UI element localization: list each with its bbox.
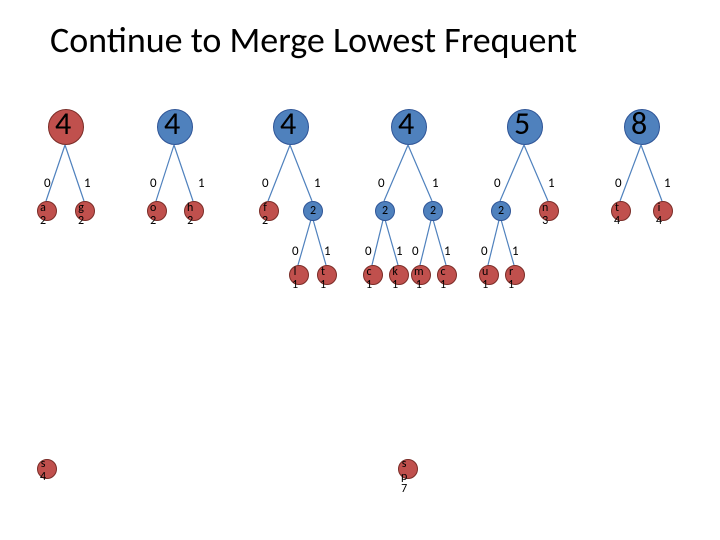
tree-node: 2 bbox=[375, 201, 395, 221]
leaf-label: m 1 bbox=[414, 266, 424, 291]
tree-root-label: 4 bbox=[164, 104, 180, 143]
tree-node: 2 bbox=[423, 201, 443, 221]
edge-label: 0 bbox=[150, 176, 157, 191]
edge-label: 1 bbox=[314, 176, 321, 191]
leaf-label: n 3 bbox=[542, 202, 548, 227]
tree-node: 2 bbox=[303, 201, 323, 221]
edge-layer bbox=[0, 0, 720, 540]
edge-label: 1 bbox=[548, 176, 555, 191]
edge-label: 0 bbox=[615, 176, 622, 191]
leaf-label: s p 7 bbox=[401, 458, 407, 496]
tree-node: 2 bbox=[491, 201, 511, 221]
leaf-label: o 2 bbox=[150, 202, 156, 227]
edge-label: 1 bbox=[444, 244, 451, 259]
leaf-label: l 1 bbox=[292, 266, 298, 291]
edge-label: 0 bbox=[378, 176, 385, 191]
leaf-label: c 1 bbox=[366, 266, 372, 291]
tree-root-label: 8 bbox=[631, 104, 647, 143]
leaf-label: u 1 bbox=[482, 266, 488, 291]
tree-root-label: 5 bbox=[514, 104, 530, 143]
edge-label: 1 bbox=[432, 176, 439, 191]
diagram-stage: Continue to Merge Lowest Frequent 4 0 a 2 1… bbox=[0, 0, 720, 540]
tree-root-label: 4 bbox=[280, 104, 296, 143]
edge-label: 0 bbox=[494, 176, 501, 191]
leaf-label: t 4 bbox=[614, 202, 620, 227]
tree-root-label: 4 bbox=[55, 104, 71, 143]
leaf-label: h 2 bbox=[187, 202, 193, 227]
edge-label: 1 bbox=[512, 244, 519, 259]
leaf-label: c 1 bbox=[440, 266, 446, 291]
slide-title: Continue to Merge Lowest Frequent bbox=[50, 18, 577, 62]
leaf-label: f 2 bbox=[262, 202, 268, 227]
leaf-label: s 4 bbox=[40, 458, 46, 483]
tree-root-label: 4 bbox=[398, 104, 414, 143]
edge-label: 1 bbox=[324, 244, 331, 259]
edge-label: 0 bbox=[412, 244, 419, 259]
edge-label: 1 bbox=[664, 176, 671, 191]
edge-label: 0 bbox=[481, 244, 488, 259]
edge-label: 1 bbox=[84, 176, 91, 191]
leaf-label: k 1 bbox=[392, 266, 398, 291]
leaf-label: g 2 bbox=[78, 202, 84, 227]
leaf-label: t 1 bbox=[320, 266, 326, 291]
leaf-label: a 2 bbox=[40, 202, 46, 227]
leaf-label: i 4 bbox=[656, 202, 662, 227]
edge-label: 0 bbox=[262, 176, 269, 191]
edge-label: 1 bbox=[396, 244, 403, 259]
edge-label: 1 bbox=[198, 176, 205, 191]
edge-label: 0 bbox=[365, 244, 372, 259]
edge-label: 0 bbox=[44, 176, 51, 191]
leaf-label: r 1 bbox=[508, 266, 514, 291]
edge-label: 0 bbox=[292, 244, 299, 259]
